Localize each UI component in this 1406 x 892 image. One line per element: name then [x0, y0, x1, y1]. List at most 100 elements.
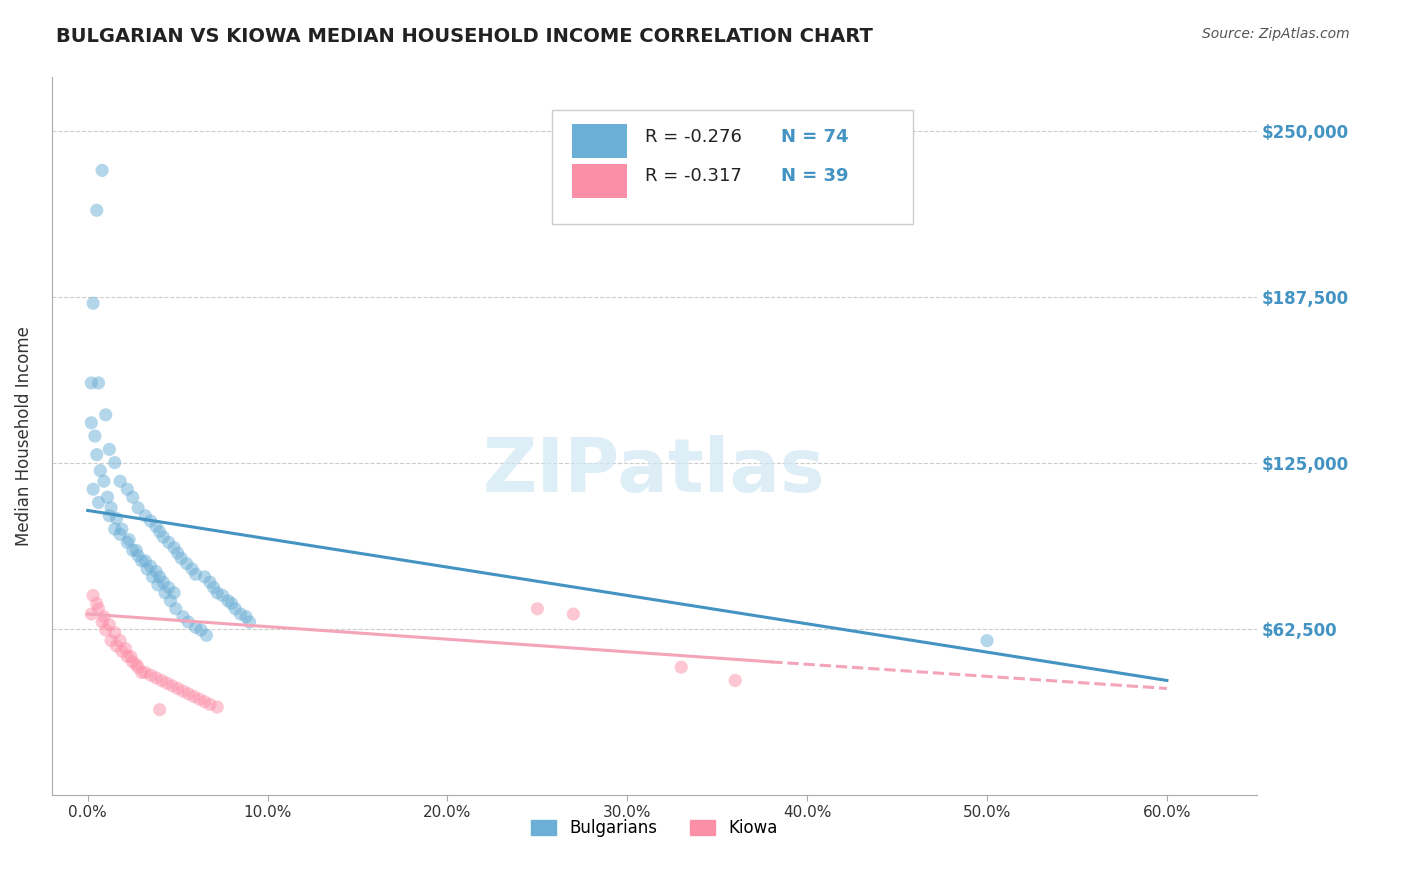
Point: [80, 607, 103, 621]
Point: [108, 633, 131, 648]
Point: [217, 594, 239, 608]
Point: [205, 586, 228, 600]
Point: [104, 522, 127, 536]
Point: [80, 376, 103, 390]
Point: [176, 557, 198, 571]
Point: [136, 562, 159, 576]
Point: [139, 668, 162, 682]
Point: [108, 475, 131, 489]
Point: [149, 524, 172, 539]
Point: [195, 628, 218, 642]
Point: [94, 408, 117, 422]
Point: [163, 586, 186, 600]
Point: [198, 575, 221, 590]
Point: [125, 543, 148, 558]
Point: [104, 625, 127, 640]
Point: [181, 562, 204, 576]
Text: R = -0.276: R = -0.276: [645, 128, 741, 146]
Point: [172, 684, 194, 698]
Point: [165, 601, 187, 615]
Point: [153, 586, 176, 600]
Point: [131, 665, 153, 680]
Point: [976, 633, 998, 648]
Point: [125, 657, 148, 672]
Point: [202, 581, 225, 595]
Point: [139, 514, 162, 528]
Point: [120, 649, 142, 664]
Point: [93, 475, 115, 489]
Point: [170, 551, 193, 566]
Point: [127, 549, 149, 563]
Point: [91, 615, 114, 629]
Point: [146, 578, 169, 592]
Point: [111, 522, 134, 536]
Point: [86, 203, 108, 218]
Point: [141, 570, 163, 584]
Point: [184, 567, 207, 582]
Point: [145, 519, 167, 533]
Point: [139, 559, 162, 574]
Point: [127, 500, 149, 515]
Point: [118, 533, 141, 547]
Point: [221, 596, 243, 610]
FancyBboxPatch shape: [572, 163, 627, 198]
Point: [159, 594, 181, 608]
Point: [80, 416, 103, 430]
Point: [87, 495, 110, 509]
FancyBboxPatch shape: [553, 110, 914, 225]
Point: [177, 687, 200, 701]
Y-axis label: Median Household Income: Median Household Income: [15, 326, 32, 546]
Point: [671, 660, 693, 674]
Point: [152, 530, 174, 544]
Point: [562, 607, 585, 621]
Point: [82, 482, 104, 496]
Point: [117, 482, 139, 496]
Point: [239, 615, 262, 629]
Point: [131, 554, 153, 568]
Point: [198, 698, 221, 712]
Legend: Bulgarians, Kiowa: Bulgarians, Kiowa: [524, 813, 785, 844]
Point: [157, 581, 180, 595]
Point: [86, 596, 108, 610]
Point: [82, 296, 104, 310]
Point: [183, 690, 205, 704]
Point: [205, 700, 228, 714]
Point: [82, 589, 104, 603]
Point: [108, 527, 131, 541]
Point: [724, 673, 747, 688]
Point: [98, 442, 121, 457]
Point: [163, 541, 186, 555]
Point: [84, 429, 107, 443]
Point: [145, 565, 167, 579]
Point: [105, 511, 128, 525]
Point: [526, 601, 548, 615]
Text: R = -0.317: R = -0.317: [645, 168, 741, 186]
Point: [152, 575, 174, 590]
Point: [166, 681, 188, 696]
Point: [87, 376, 110, 390]
Point: [121, 490, 143, 504]
FancyBboxPatch shape: [572, 124, 627, 159]
Point: [149, 570, 172, 584]
Text: Source: ZipAtlas.com: Source: ZipAtlas.com: [1202, 27, 1350, 41]
Point: [229, 607, 252, 621]
Point: [134, 508, 156, 523]
Point: [184, 620, 207, 634]
Point: [87, 601, 110, 615]
Point: [117, 649, 139, 664]
Text: N = 74: N = 74: [780, 128, 848, 146]
Point: [172, 609, 194, 624]
Point: [117, 535, 139, 549]
Point: [127, 660, 149, 674]
Point: [86, 448, 108, 462]
Point: [96, 490, 118, 504]
Point: [89, 464, 111, 478]
Point: [98, 617, 121, 632]
Point: [94, 623, 117, 637]
Point: [157, 535, 180, 549]
Point: [211, 589, 233, 603]
Point: [149, 703, 172, 717]
Point: [134, 554, 156, 568]
Point: [190, 623, 212, 637]
Point: [134, 665, 156, 680]
